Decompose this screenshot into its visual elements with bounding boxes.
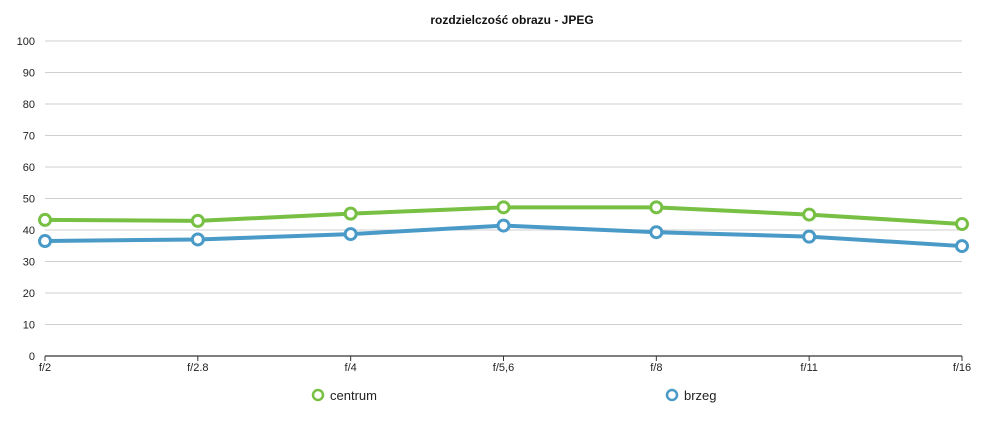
data-point: [802, 207, 817, 222]
data-point: [38, 234, 52, 249]
legend-marker: [665, 388, 679, 402]
x-tick-label: f/11: [800, 362, 818, 374]
legend-item: brzeg: [665, 388, 717, 403]
gridlines: [45, 40, 962, 357]
data-point: [190, 232, 205, 247]
y-tick-label: 20: [23, 288, 35, 300]
x-tick-label: f/2: [39, 362, 51, 374]
series-brzeg: [38, 218, 969, 254]
x-tick-label: f/5,6: [493, 362, 514, 374]
y-tick-label: 70: [23, 131, 35, 143]
data-point: [649, 200, 664, 215]
data-point: [649, 225, 664, 240]
x-tick-label: f/4: [345, 362, 357, 374]
data-point: [38, 212, 52, 227]
y-tick-label: 60: [23, 162, 35, 174]
y-tick-label: 50: [23, 194, 35, 206]
data-point: [496, 218, 511, 233]
legend: centrum brzeg: [311, 388, 717, 403]
legend-marker: [311, 388, 325, 402]
x-axis-ticks: f/2 f/2.8 f/4 f/5,6 f/8 f/11 f/16: [39, 356, 971, 374]
data-point: [190, 213, 205, 228]
y-tick-label: 30: [23, 257, 35, 269]
data-point: [496, 200, 511, 215]
y-tick-label: 40: [23, 225, 35, 237]
y-tick-label: 80: [23, 99, 35, 111]
series: [38, 200, 969, 254]
y-tick-label: 90: [23, 68, 35, 80]
y-tick-label: 10: [23, 320, 35, 332]
legend-item: centrum: [311, 388, 377, 403]
data-point: [802, 229, 817, 244]
data-point: [343, 227, 358, 242]
chart-title: rozdzielczość obrazu - JPEG: [430, 13, 593, 27]
legend-label: brzeg: [684, 388, 717, 403]
data-point: [955, 217, 969, 232]
legend-label: centrum: [330, 388, 377, 403]
data-point: [343, 206, 358, 221]
series-centrum: [38, 200, 969, 232]
y-tick-label: 100: [17, 36, 35, 48]
data-point: [955, 239, 969, 254]
y-tick-label: 0: [29, 351, 35, 363]
x-tick-label: f/2.8: [187, 362, 208, 374]
y-axis-ticks: 0 10 20 30 40 50 60 70 80 90 100: [17, 36, 35, 363]
x-tick-label: f/16: [953, 362, 971, 374]
x-tick-label: f/8: [650, 362, 662, 374]
